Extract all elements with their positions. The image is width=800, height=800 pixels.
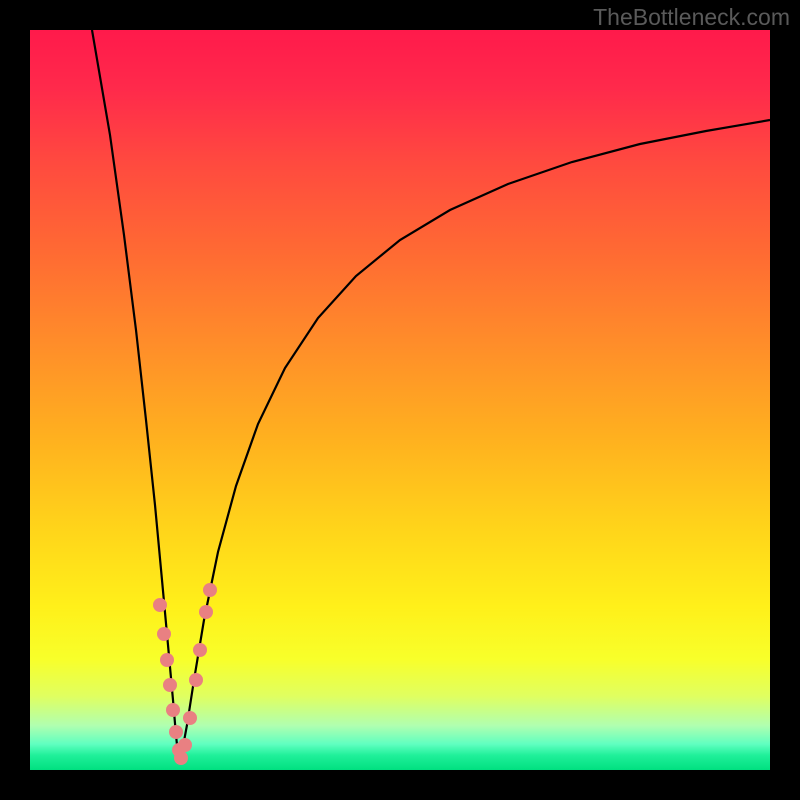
data-marker [153,598,167,612]
data-marker [203,583,217,597]
data-marker [189,673,203,687]
data-marker [163,678,177,692]
data-marker [174,751,188,765]
data-marker [166,703,180,717]
bottleneck-chart [0,0,800,800]
data-marker [178,738,192,752]
chart-container: TheBottleneck.com [0,0,800,800]
data-marker [157,627,171,641]
data-marker [183,711,197,725]
data-marker [169,725,183,739]
data-marker [199,605,213,619]
data-marker [193,643,207,657]
data-marker [160,653,174,667]
